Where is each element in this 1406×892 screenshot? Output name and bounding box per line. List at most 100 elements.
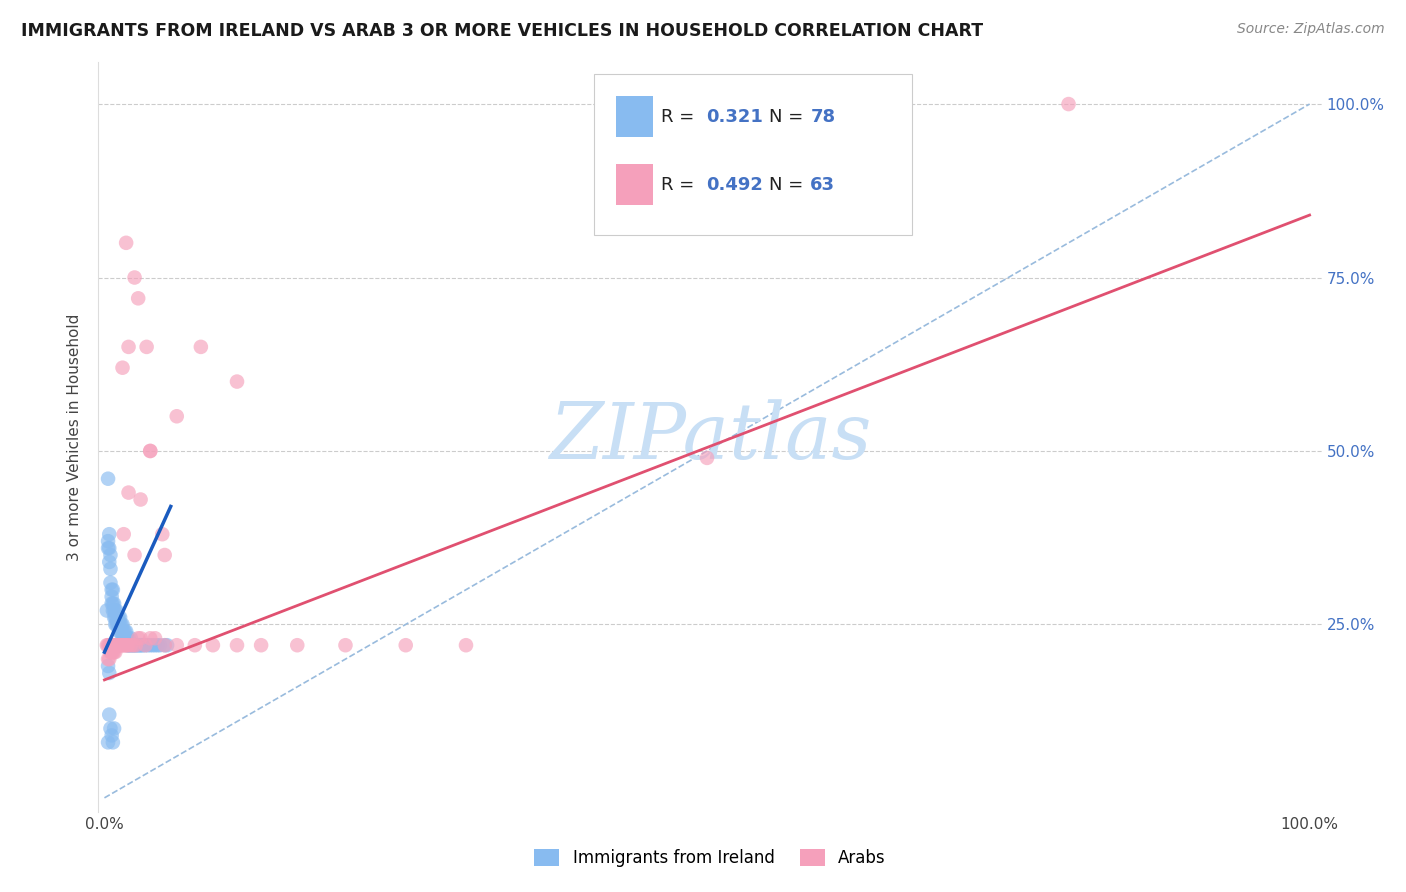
Point xyxy=(108,610,131,624)
Text: R =: R = xyxy=(661,108,700,126)
Point xyxy=(111,632,134,646)
Point xyxy=(107,638,129,652)
Point xyxy=(134,638,156,652)
Point xyxy=(108,610,131,624)
Text: Source: ZipAtlas.com: Source: ZipAtlas.com xyxy=(1237,22,1385,37)
Point xyxy=(117,485,139,500)
Point xyxy=(696,450,718,465)
Point xyxy=(112,624,135,639)
Point xyxy=(98,707,121,722)
Text: N =: N = xyxy=(769,176,808,194)
Text: ZIPatlas: ZIPatlas xyxy=(548,399,872,475)
Point xyxy=(97,541,120,555)
Point xyxy=(117,632,139,646)
Point xyxy=(104,617,127,632)
Point xyxy=(125,638,148,652)
Point xyxy=(201,638,224,652)
Point xyxy=(118,638,141,652)
Point xyxy=(122,638,145,652)
Point xyxy=(108,624,131,639)
Point xyxy=(100,597,122,611)
Point xyxy=(104,610,127,624)
Point xyxy=(107,617,129,632)
Point xyxy=(103,645,125,659)
Text: N =: N = xyxy=(769,108,808,126)
Point xyxy=(117,340,139,354)
Point xyxy=(149,638,172,652)
Point xyxy=(108,617,131,632)
Point xyxy=(124,548,146,562)
Point xyxy=(108,638,131,652)
Point xyxy=(454,638,477,652)
Point xyxy=(121,638,143,652)
FancyBboxPatch shape xyxy=(616,163,652,205)
Point xyxy=(101,603,124,617)
Point xyxy=(105,610,128,624)
Point xyxy=(156,638,179,652)
Point xyxy=(117,638,139,652)
Point xyxy=(184,638,207,652)
Text: R =: R = xyxy=(661,176,700,194)
Point xyxy=(98,527,121,541)
Point xyxy=(98,652,121,666)
Point xyxy=(101,638,124,652)
Text: 63: 63 xyxy=(810,176,835,194)
Point xyxy=(143,638,166,652)
Point xyxy=(226,375,249,389)
Point xyxy=(100,562,122,576)
Point xyxy=(166,409,188,424)
Text: 78: 78 xyxy=(810,108,835,126)
Point xyxy=(100,638,122,652)
Point xyxy=(110,624,132,639)
Point xyxy=(150,527,173,541)
Point xyxy=(153,638,176,652)
Point xyxy=(122,638,145,652)
Point xyxy=(111,360,134,375)
Point xyxy=(103,610,125,624)
Point xyxy=(104,638,127,652)
Point xyxy=(100,548,122,562)
Point xyxy=(335,638,357,652)
Text: 0.321: 0.321 xyxy=(706,108,763,126)
Point xyxy=(135,340,157,354)
Point xyxy=(100,645,122,659)
Point xyxy=(139,444,162,458)
Point xyxy=(127,638,149,652)
Point xyxy=(97,472,120,486)
Point xyxy=(111,617,134,632)
Point xyxy=(104,603,127,617)
Point xyxy=(100,575,122,590)
Point xyxy=(395,638,418,652)
Text: IMMIGRANTS FROM IRELAND VS ARAB 3 OR MORE VEHICLES IN HOUSEHOLD CORRELATION CHAR: IMMIGRANTS FROM IRELAND VS ARAB 3 OR MOR… xyxy=(21,22,983,40)
Point xyxy=(103,597,125,611)
Point xyxy=(139,632,162,646)
Point xyxy=(100,722,122,736)
Point xyxy=(98,555,121,569)
Point xyxy=(98,665,121,680)
Point xyxy=(97,638,120,652)
Point xyxy=(101,735,124,749)
Point xyxy=(125,638,148,652)
Point xyxy=(129,638,152,652)
Point xyxy=(139,444,162,458)
Point xyxy=(114,632,136,646)
Point xyxy=(115,638,138,652)
Point xyxy=(98,638,121,652)
Point xyxy=(166,638,188,652)
Point xyxy=(120,638,142,652)
Point xyxy=(146,638,169,652)
Point xyxy=(108,638,131,652)
Point xyxy=(100,582,122,597)
Point xyxy=(124,638,146,652)
Point xyxy=(132,638,155,652)
Y-axis label: 3 or more Vehicles in Household: 3 or more Vehicles in Household xyxy=(67,313,83,561)
Point xyxy=(111,624,134,639)
Point xyxy=(101,645,124,659)
Point xyxy=(110,617,132,632)
Point xyxy=(114,638,136,652)
Point xyxy=(129,632,152,646)
Point xyxy=(190,340,212,354)
Point xyxy=(98,541,121,555)
Point xyxy=(115,624,138,639)
Point xyxy=(103,722,125,736)
